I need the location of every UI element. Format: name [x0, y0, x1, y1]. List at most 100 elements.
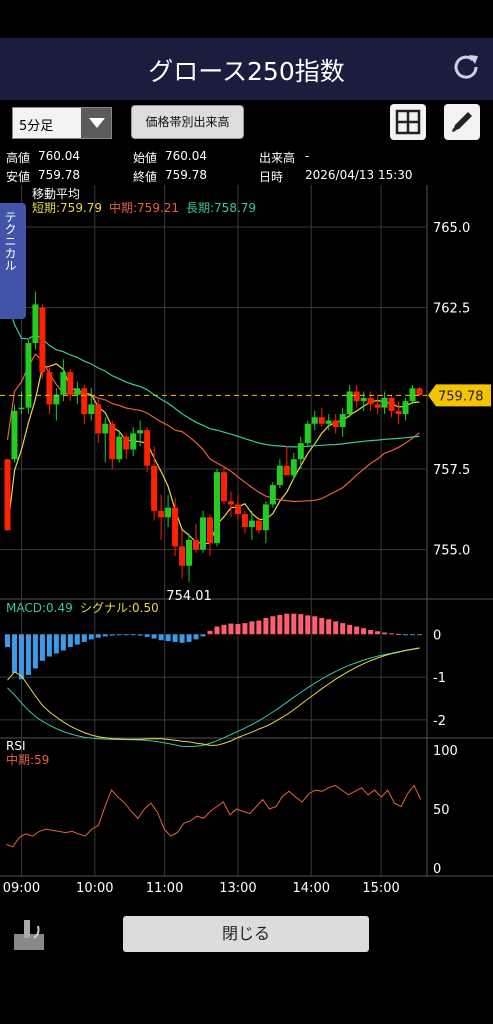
macd-bar — [25, 634, 31, 675]
bottom-bar: 閉じる — [0, 900, 493, 1024]
candle — [116, 436, 123, 460]
macd-bar — [179, 634, 185, 643]
macd-bar — [242, 623, 248, 635]
candle — [74, 388, 81, 395]
macd-bar — [235, 623, 241, 635]
rsi-line — [6, 784, 422, 848]
macd-bar — [18, 634, 24, 680]
macd-bar — [312, 616, 318, 635]
close-button[interactable]: 閉じる — [123, 916, 369, 952]
macd-bar — [88, 634, 94, 640]
macd-bar — [361, 628, 367, 635]
macd-bar — [165, 634, 171, 642]
macd-bar — [207, 630, 213, 635]
candle — [158, 510, 165, 518]
candle — [179, 546, 186, 566]
technical-tab[interactable]: テクニカル — [0, 203, 26, 319]
macd-bar — [249, 621, 255, 635]
candle — [25, 343, 32, 408]
macd-bar — [95, 634, 101, 638]
interval-select-label: 5分足 — [19, 119, 54, 134]
last-price-tag — [428, 384, 491, 407]
time-tick-label: 09:00 — [3, 881, 40, 896]
macd-bar — [228, 623, 234, 635]
macd-bar — [326, 619, 332, 635]
macd-tick-label: -1 — [433, 671, 446, 686]
candle — [102, 423, 109, 434]
macd-bar — [32, 634, 38, 669]
last-price-label: 759.78 — [438, 389, 484, 404]
macd-bar — [130, 634, 136, 636]
candle — [262, 504, 269, 531]
macd-bar — [403, 634, 409, 636]
price-tick-label: 755.0 — [433, 544, 470, 559]
time-tick-label: 10:00 — [76, 881, 113, 896]
candle — [88, 404, 95, 415]
draw-button[interactable] — [444, 104, 480, 140]
candle — [165, 507, 172, 518]
candle — [332, 420, 339, 427]
ma-short-legend: 短期:759.79 — [32, 201, 102, 215]
rsi-mid-legend: 中期:59 — [6, 752, 49, 767]
macd-bar — [333, 621, 339, 635]
rotate-screen-icon[interactable] — [10, 916, 48, 952]
open-value: 760.04 — [165, 149, 207, 163]
candle — [200, 517, 207, 550]
toolbar: 5分足 価格帯別出来高 — [0, 100, 493, 148]
macd-bar — [123, 634, 129, 636]
stock-chart[interactable]: 09:00 10:00 11:00 13:00 14:00 15:00 765.0 762.5… — [0, 185, 493, 900]
ma-long-legend: 長期:758.79 — [186, 201, 256, 215]
candle — [304, 423, 311, 444]
price-tick-label: 765.0 — [433, 221, 470, 236]
price-info: 高値 760.04 始値 760.04 出来高 - 安値 759.78 終値 7… — [0, 148, 493, 188]
layout-grid-button[interactable] — [390, 104, 426, 140]
candle — [325, 420, 332, 424]
macd-bar — [347, 624, 353, 635]
macd-bar — [53, 634, 59, 654]
datetime-value: 2026/04/13 15:30 — [305, 168, 413, 182]
price-tick-label: 762.5 — [433, 302, 470, 317]
low-label: 安値 — [6, 170, 31, 184]
candle — [409, 388, 416, 402]
rsi-tick-label: 50 — [433, 803, 450, 818]
candle — [318, 417, 325, 424]
macd-bar — [200, 634, 206, 637]
close-label: 終値 — [133, 170, 158, 184]
macd-bar — [270, 616, 276, 635]
rsi-tick-label: 100 — [433, 744, 458, 759]
macd-bar — [81, 634, 87, 642]
candle — [60, 372, 67, 395]
candle — [241, 514, 248, 528]
interval-select[interactable]: 5分足 — [12, 107, 112, 139]
candle — [11, 410, 18, 460]
candle — [193, 539, 200, 550]
high-value: 760.04 — [38, 149, 80, 163]
low-annotation: 754.01 — [166, 589, 212, 604]
candle — [297, 443, 304, 460]
ma-long-line — [6, 302, 420, 448]
macd-bar — [319, 617, 325, 635]
macd-bar — [221, 624, 227, 635]
volume-label: 出来高 — [259, 151, 296, 165]
macd-bar — [396, 633, 402, 635]
macd-tick-label: 0 — [433, 628, 441, 643]
macd-bar — [109, 634, 115, 636]
macd-bar — [137, 634, 143, 636]
macd-bar — [46, 634, 52, 657]
time-tick-label: 14:00 — [293, 881, 330, 896]
time-tick-label: 13:00 — [219, 881, 256, 896]
reload-icon[interactable] — [451, 52, 481, 82]
macd-bar — [410, 634, 416, 636]
macd-bar — [375, 631, 381, 635]
macd-bar — [214, 626, 220, 635]
low-value: 759.78 — [38, 168, 80, 182]
macd-signal-line — [7, 647, 420, 746]
candle — [213, 472, 220, 544]
candle — [367, 397, 374, 405]
volume-profile-button[interactable]: 価格帯別出来高 — [131, 105, 244, 139]
candle — [346, 391, 353, 415]
macd-bar — [11, 634, 17, 673]
close-value: 759.78 — [165, 168, 207, 182]
chevron-down-icon — [81, 108, 111, 138]
macd-bar — [291, 613, 297, 635]
